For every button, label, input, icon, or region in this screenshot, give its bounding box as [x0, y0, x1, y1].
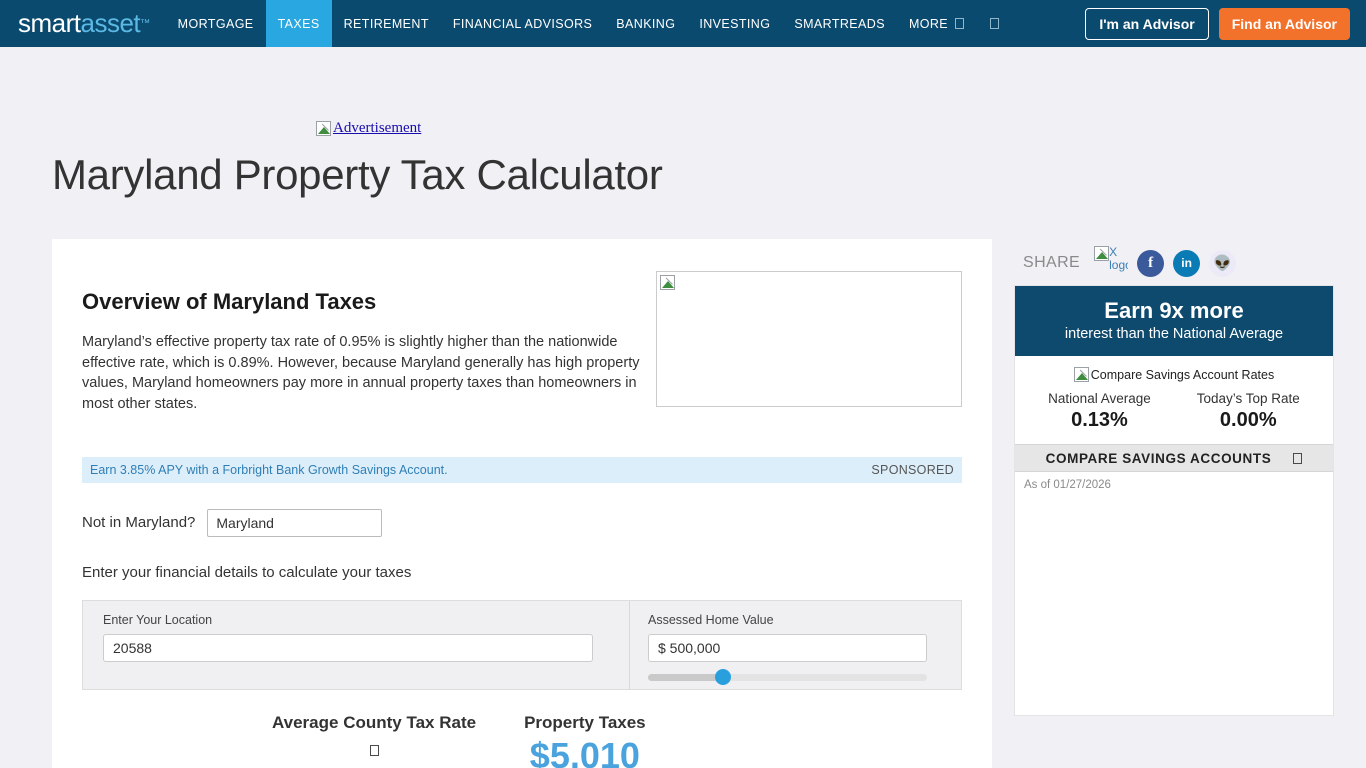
rate-label: National Average [1048, 391, 1151, 407]
nav-label: RETIREMENT [343, 16, 429, 31]
nav-label: FINANCIAL ADVISORS [452, 16, 593, 31]
broken-image-icon [1094, 246, 1110, 261]
share-x-alt-text: X logo [1109, 246, 1128, 272]
slider-track [648, 673, 927, 681]
nav-item-financial-advisors[interactable]: FINANCIAL ADVISORS [441, 0, 604, 47]
nav-label: INVESTING [699, 16, 771, 31]
promo-broken-image-line: Compare Savings Account Rates [1025, 367, 1323, 383]
rate-value: 0.13% [1071, 409, 1128, 432]
advertisement-zone: Advertisement [0, 47, 1366, 154]
state-switch-label: Not in Maryland? [82, 514, 196, 532]
nav-label: TAXES [277, 16, 320, 31]
overview-body: Maryland’s effective property tax rate o… [82, 334, 640, 413]
slider-fill [648, 673, 724, 681]
logo-text-asset: asset [80, 8, 141, 38]
home-value-slider[interactable] [648, 668, 927, 685]
im-an-advisor-button[interactable]: I'm an Advisor [1085, 7, 1209, 40]
rate-value: 0.00% [1219, 409, 1277, 432]
page-title: Maryland Property Tax Calculator [52, 151, 663, 198]
share-label: SHARE [1023, 254, 1081, 271]
rate-national-average: National Average 0.13% [1048, 391, 1151, 432]
share-row: SHARE X logo f in 👽 [1014, 241, 1334, 285]
sidebar: SHARE X logo f in 👽 Earn 9x more interes… [1014, 239, 1334, 717]
sidebar-filler [1015, 501, 1333, 716]
home-value-field-label: Assessed Home Value [648, 612, 774, 627]
result-heading: Property Taxes [524, 712, 646, 732]
overview-section: Overview of Maryland Taxes Maryland’s ef… [82, 271, 962, 415]
state-select-input[interactable] [207, 508, 383, 537]
promo-image-alt-text: Compare Savings Account Rates [1090, 367, 1275, 382]
missing-glyph-icon [369, 744, 379, 756]
find-an-advisor-button[interactable]: Find an Advisor [1218, 7, 1350, 40]
nav-item-banking[interactable]: BANKING [604, 0, 687, 47]
sponsored-offer-text: Earn 3.85% APY with a Forbright Bank Gro… [90, 462, 448, 477]
page-layout: Overview of Maryland Taxes Maryland’s ef… [0, 239, 1366, 768]
overview-heading: Overview of Maryland Taxes [82, 289, 377, 314]
search-icon[interactable] [976, 0, 1013, 47]
nav-label: MORTGAGE [177, 16, 254, 31]
nav-item-smartreads[interactable]: SMARTREADS [782, 0, 897, 47]
promo-headline: Earn 9x more [1104, 298, 1244, 323]
form-intro-text: Enter your financial details to calculat… [82, 563, 412, 581]
share-linkedin-icon[interactable]: in [1173, 249, 1201, 277]
promo-banner: Earn 9x more interest than the National … [1015, 286, 1333, 357]
logo-text-smart: smart [18, 8, 81, 38]
slider-thumb[interactable] [715, 668, 732, 685]
promo-asof-text: As of 01/27/2026 [1015, 472, 1333, 502]
result-rate-placeholder [272, 743, 476, 761]
promo-subhead: interest than the National Average [1064, 326, 1284, 343]
share-x-icon[interactable]: X logo [1094, 246, 1128, 280]
search-glyph [990, 18, 1000, 29]
share-reddit-icon[interactable]: 👽 [1209, 249, 1237, 277]
sponsored-offer-banner[interactable]: Earn 3.85% APY with a Forbright Bank Gro… [82, 456, 962, 483]
calculator-form-panel: Enter Your Location Assessed Home Value [82, 599, 962, 690]
advertisement-broken-image-link[interactable]: Advertisement [316, 120, 421, 137]
overview-broken-image [656, 271, 962, 407]
broken-image-icon [1073, 367, 1089, 383]
broken-image-icon [316, 121, 331, 136]
rates-row: National Average 0.13% Today’s Top Rate … [1025, 391, 1323, 432]
home-value-field-group: Assessed Home Value [630, 601, 961, 689]
promo-body: Compare Savings Account Rates National A… [1015, 356, 1333, 444]
rate-label: Today’s Top Rate [1196, 391, 1300, 407]
compare-savings-accounts-button[interactable]: COMPARE SAVINGS ACCOUNTS [1015, 444, 1333, 473]
share-facebook-icon[interactable]: f [1137, 249, 1165, 277]
broken-image-icon [660, 275, 675, 290]
results-row: Average County Tax Rate Property Taxes $… [82, 713, 962, 768]
home-value-input[interactable] [648, 633, 927, 662]
result-property-taxes: Property Taxes $5,010 [524, 713, 646, 768]
nav-item-investing[interactable]: INVESTING [687, 0, 782, 47]
state-switch-row: Not in Maryland? [82, 508, 962, 537]
result-value: $5,010 [529, 734, 640, 768]
result-heading: Average County Tax Rate [272, 712, 477, 732]
nav-item-retirement[interactable]: RETIREMENT [332, 0, 441, 47]
calculator-card: Overview of Maryland Taxes Maryland’s ef… [52, 239, 992, 768]
nav-item-more[interactable]: MORE [897, 0, 976, 47]
nav-label: BANKING [616, 16, 676, 31]
location-field-group: Enter Your Location [83, 600, 630, 689]
sponsored-label: SPONSORED [871, 462, 954, 477]
advertisement-alt-text: Advertisement [333, 120, 422, 136]
nav-items: MORTGAGE TAXES RETIREMENT FINANCIAL ADVI… [166, 0, 1013, 47]
nav-label: SMARTREADS [794, 16, 885, 31]
location-input[interactable] [103, 633, 593, 662]
nav-item-taxes[interactable]: TAXES [265, 0, 332, 47]
compare-savings-accounts-label: COMPARE SAVINGS ACCOUNTS [1045, 450, 1272, 466]
chevron-down-icon [955, 18, 965, 29]
result-average-county-tax-rate: Average County Tax Rate [272, 713, 476, 768]
smartasset-logo[interactable]: smart asset ™ [0, 0, 166, 47]
nav-item-mortgage[interactable]: MORTGAGE [166, 0, 266, 47]
top-navigation-bar: smart asset ™ MORTGAGE TAXES RETIREMENT FI… [0, 0, 1366, 47]
location-field-label: Enter Your Location [103, 612, 213, 627]
arrow-right-icon [1293, 452, 1303, 464]
rate-todays-top-rate: Today’s Top Rate 0.00% [1197, 391, 1300, 432]
savings-promo-card: Earn 9x more interest than the National … [1014, 285, 1334, 717]
logo-trademark: ™ [140, 18, 150, 29]
nav-actions: I'm an Advisor Find an Advisor [1085, 0, 1366, 47]
nav-label: MORE [908, 16, 949, 31]
